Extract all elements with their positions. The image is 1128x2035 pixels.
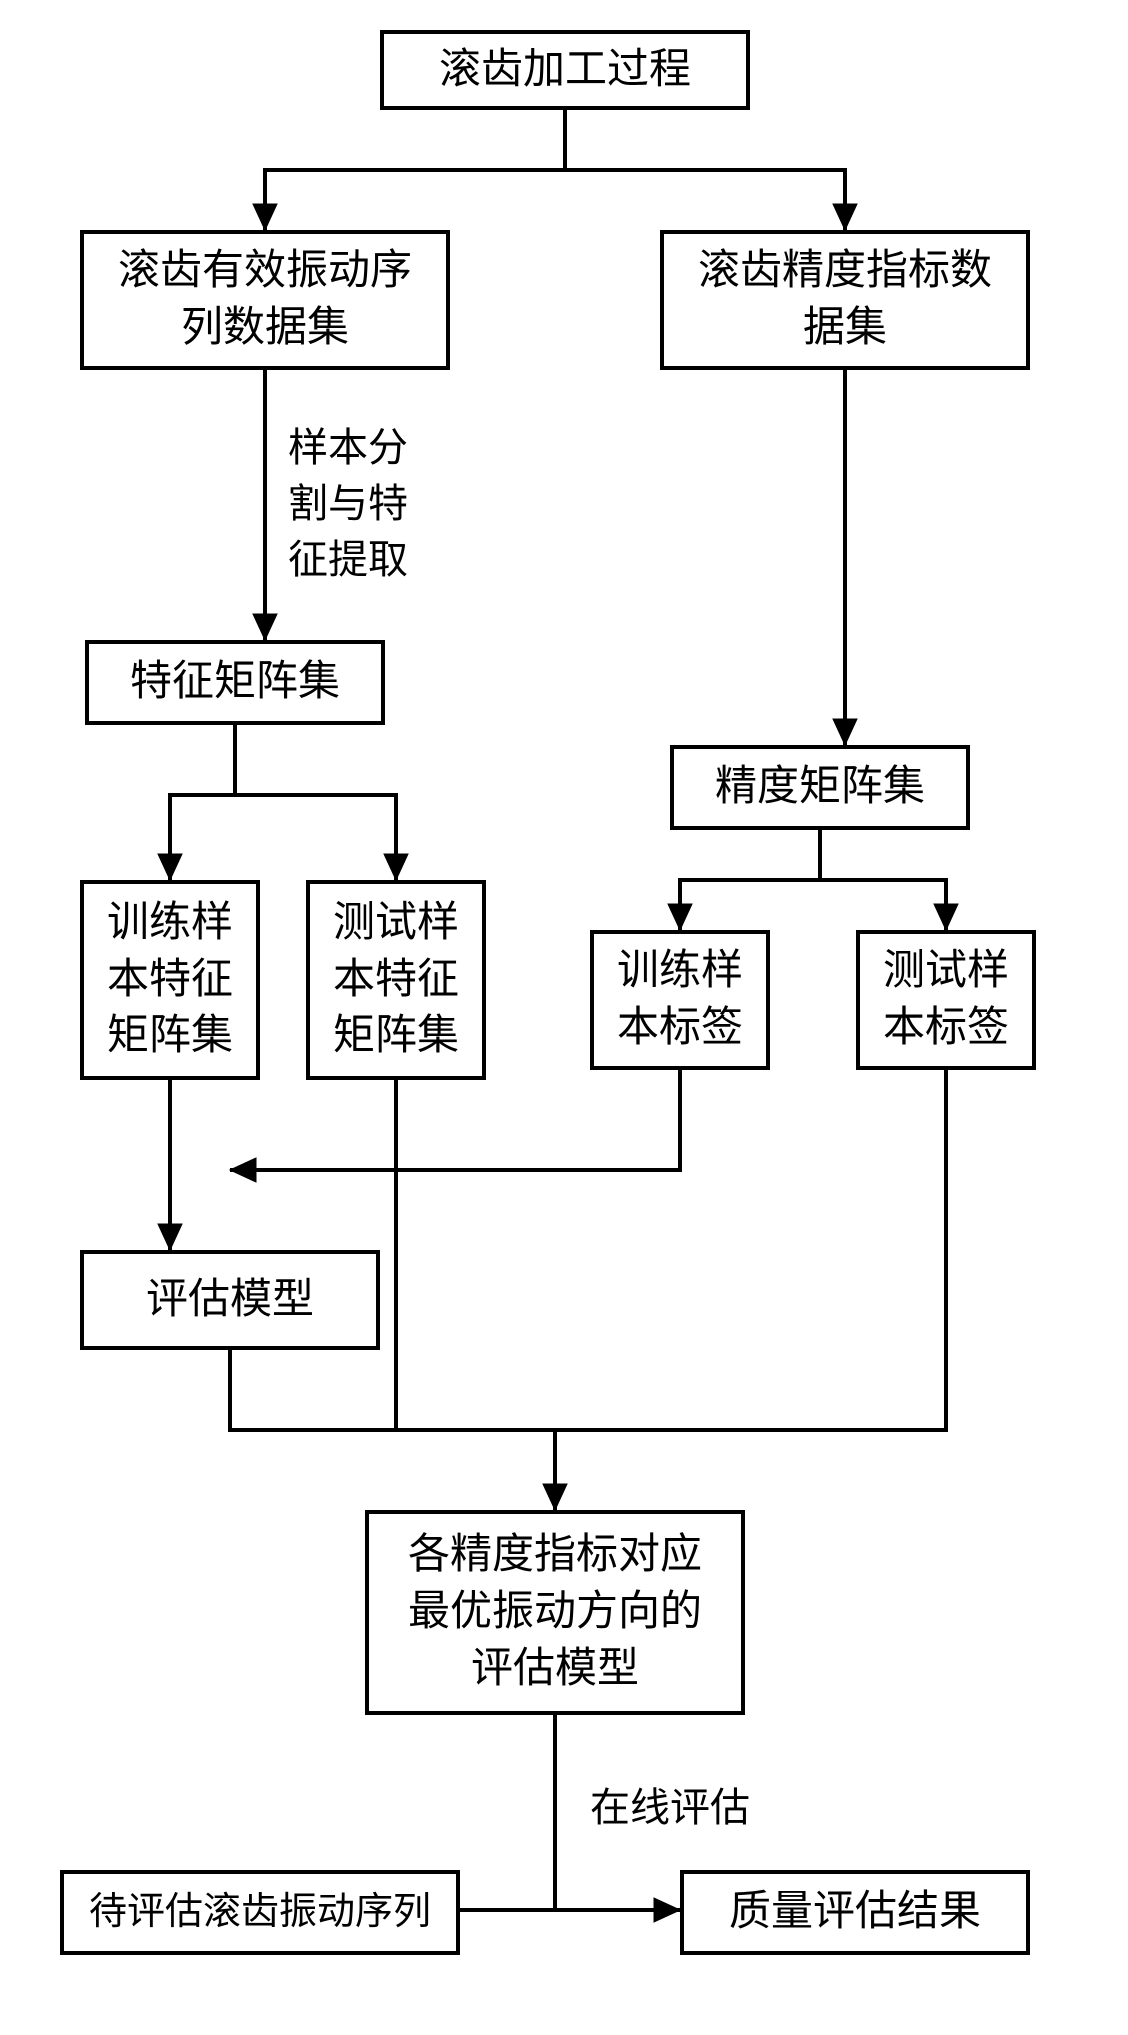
node-label: 待评估滚齿振动序列 — [89, 1887, 431, 1938]
node-n3: 滚齿精度指标数 据集 — [660, 230, 1030, 370]
node-label: 滚齿精度指标数 据集 — [698, 243, 992, 356]
node-label: 训练样 本特征 矩阵集 — [107, 895, 233, 1065]
node-n5: 精度矩阵集 — [670, 745, 970, 830]
arrowhead-icon — [230, 1158, 256, 1182]
node-n11: 各精度指标对应 最优振动方向的 评估模型 — [365, 1510, 745, 1715]
node-n1: 滚齿加工过程 — [380, 30, 750, 110]
edge-line — [230, 1350, 555, 1510]
node-label: 评估模型 — [146, 1272, 314, 1329]
arrowhead-icon — [158, 854, 182, 880]
node-n8: 训练样 本标签 — [590, 930, 770, 1070]
arrowhead-icon — [934, 904, 958, 930]
node-n12: 待评估滚齿振动序列 — [60, 1870, 460, 1955]
node-n2: 滚齿有效振动序 列数据集 — [80, 230, 450, 370]
node-n4: 特征矩阵集 — [85, 640, 385, 725]
node-label: 测试样 本特征 矩阵集 — [333, 895, 459, 1065]
node-n6: 训练样 本特征 矩阵集 — [80, 880, 260, 1080]
node-n7: 测试样 本特征 矩阵集 — [306, 880, 486, 1080]
node-n10: 评估模型 — [80, 1250, 380, 1350]
arrowhead-icon — [543, 1484, 567, 1510]
edge-line — [230, 1070, 680, 1170]
node-label: 滚齿加工过程 — [439, 42, 691, 99]
edge-label-l1: 样本分 割与特 征提取 — [288, 420, 408, 588]
edge-line — [680, 830, 820, 930]
edge-line — [265, 110, 565, 230]
node-label: 质量评估结果 — [729, 1884, 981, 1941]
node-label: 滚齿有效振动序 列数据集 — [118, 243, 412, 356]
arrowhead-icon — [384, 854, 408, 880]
arrowhead-icon — [833, 719, 857, 745]
arrowhead-icon — [158, 1224, 182, 1250]
arrowhead-icon — [253, 204, 277, 230]
arrowhead-icon — [833, 204, 857, 230]
node-label: 测试样 本标签 — [883, 943, 1009, 1056]
node-label: 特征矩阵集 — [130, 654, 340, 711]
arrowhead-icon — [668, 904, 692, 930]
node-label: 各精度指标对应 最优振动方向的 评估模型 — [408, 1527, 702, 1697]
edge-line — [555, 1070, 946, 1430]
edge-line — [235, 725, 396, 880]
node-n13: 质量评估结果 — [680, 1870, 1030, 1955]
edge-line — [820, 830, 946, 930]
node-n9: 测试样 本标签 — [856, 930, 1036, 1070]
edge-label-l2: 在线评估 — [590, 1780, 750, 1836]
node-label: 精度矩阵集 — [715, 759, 925, 816]
arrowhead-icon — [253, 614, 277, 640]
node-label: 训练样 本标签 — [617, 943, 743, 1056]
edge-line — [565, 110, 845, 230]
